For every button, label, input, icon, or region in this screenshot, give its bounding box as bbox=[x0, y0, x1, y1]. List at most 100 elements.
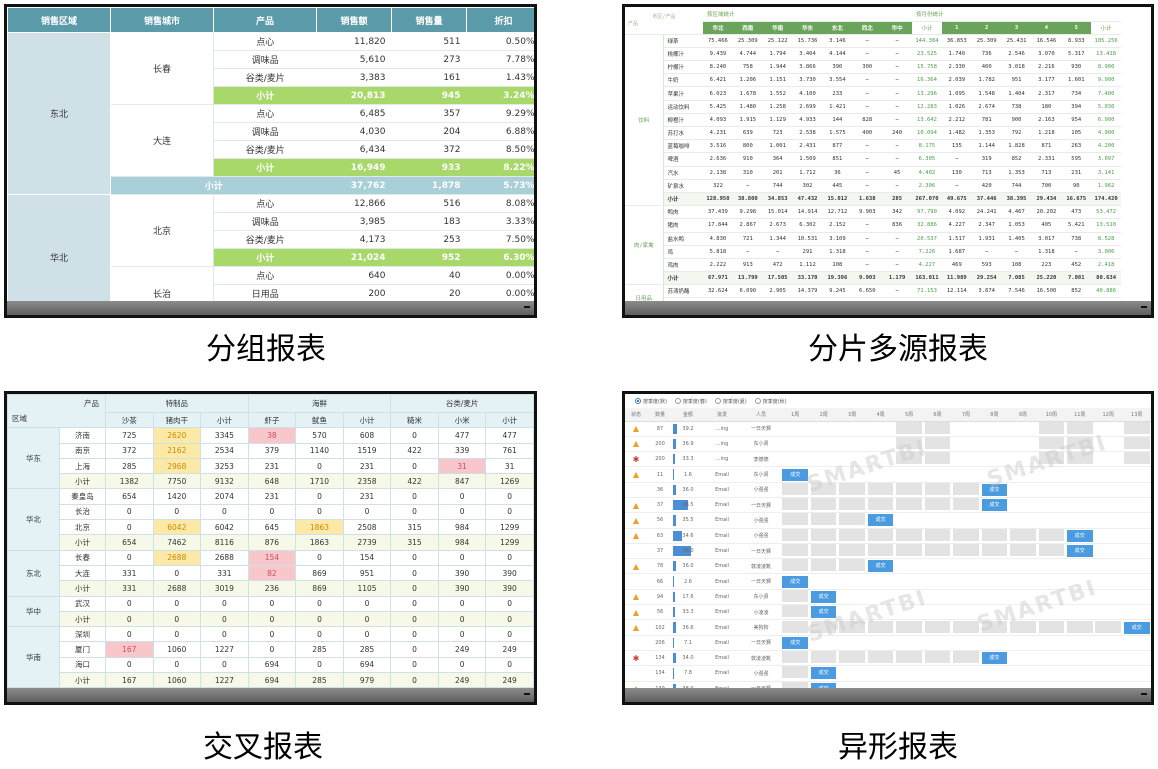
subtotal-cell: 163.011 bbox=[912, 271, 942, 286]
subtotal-cell: 0 bbox=[485, 610, 534, 628]
subtotal-label: 小计 bbox=[59, 610, 106, 628]
column-header[interactable]: 9周 bbox=[1008, 408, 1038, 422]
radio-option[interactable]: 按季度(春) bbox=[674, 398, 707, 405]
deal-badge[interactable]: 成交 bbox=[810, 667, 837, 680]
deal-badge[interactable]: 成交 bbox=[981, 483, 1008, 496]
column-header[interactable]: 1周 bbox=[781, 408, 810, 422]
irregular-report-panel[interactable]: 按季度(默) 按季度(春) 按季度(夏) 按季度(秋) 状态 数量 金额 批发 人员 1周 2周 3… bbox=[622, 391, 1154, 705]
value-cell: 3.516 bbox=[703, 139, 733, 154]
value-cell: 0 bbox=[485, 626, 534, 643]
column-header[interactable]: 虾子 bbox=[247, 411, 297, 429]
deal-badge[interactable]: 成交 bbox=[1066, 529, 1093, 542]
deal-badge[interactable]: 成交 bbox=[1066, 545, 1093, 558]
column-header[interactable]: 鱿鱼 bbox=[295, 411, 344, 429]
subtotal-row: 小计 654 7462 8116 876 1863 2739 315 984 1299 bbox=[8, 534, 534, 551]
amount-label: 36.0 bbox=[682, 548, 694, 555]
deal-badge[interactable]: 成交 bbox=[782, 636, 809, 649]
product-cell: 鸡 bbox=[663, 245, 704, 259]
column-header[interactable]: 小米 bbox=[437, 411, 487, 429]
column-header[interactable]: 8周 bbox=[980, 408, 1009, 422]
value-cell: − bbox=[882, 113, 913, 128]
amount-cell: 36.0 bbox=[673, 558, 703, 575]
column-header[interactable]: 5周 bbox=[894, 408, 924, 422]
cross-report-panel[interactable]: 产品 区域 特制品 海鲜 谷类/麦片 沙茶 猪肉干 小计 虾子 鱿鱼 小计 糙米 小米 小计 华东 济南 72… bbox=[4, 391, 537, 705]
week-cell bbox=[923, 451, 952, 468]
radio-option[interactable]: 按季度(夏) bbox=[714, 398, 747, 405]
deal-badge[interactable]: 成交 bbox=[810, 606, 837, 619]
column-header[interactable]: 13周 bbox=[1122, 408, 1151, 422]
scroll-handle-icon[interactable] bbox=[1141, 306, 1147, 308]
column-header[interactable]: 金额 bbox=[673, 408, 703, 422]
column-header[interactable]: 小计 bbox=[485, 411, 534, 429]
week-cell bbox=[1122, 497, 1151, 514]
scroll-handle-icon[interactable] bbox=[524, 306, 530, 308]
column-header[interactable]: 销售额 bbox=[316, 7, 392, 33]
value-cell: 477 bbox=[485, 427, 534, 444]
column-header[interactable]: 销售城市 bbox=[110, 7, 214, 33]
column-header[interactable]: 10周 bbox=[1037, 408, 1066, 422]
caption-sliced-report: 分片多源报表 bbox=[808, 332, 988, 367]
value-cell: 1.687 bbox=[941, 245, 972, 259]
value-cell: 4.092 bbox=[941, 205, 972, 220]
region-header: 东北 bbox=[822, 21, 853, 35]
deal-badge[interactable]: 成交 bbox=[810, 590, 837, 603]
deal-badge[interactable]: 成交 bbox=[782, 575, 809, 588]
deal-badge[interactable]: 成交 bbox=[981, 499, 1008, 512]
column-header[interactable]: 猪肉干 bbox=[152, 411, 202, 429]
status-cell: ▲ bbox=[625, 619, 647, 636]
column-header[interactable]: 3周 bbox=[837, 408, 867, 422]
deal-badge[interactable]: 成交 bbox=[1123, 621, 1150, 634]
scrollbar[interactable] bbox=[625, 301, 1151, 315]
value-cell: 16.500 bbox=[1031, 284, 1062, 299]
progress-block bbox=[810, 498, 837, 511]
column-header[interactable]: 产品 bbox=[213, 7, 317, 33]
column-header[interactable]: 11周 bbox=[1065, 408, 1094, 422]
deal-badge[interactable]: 成交 bbox=[981, 652, 1008, 665]
value-cell: 0 bbox=[152, 595, 202, 612]
value-cell: − bbox=[882, 245, 913, 259]
week-cell bbox=[1037, 619, 1066, 636]
column-header[interactable]: 数量 bbox=[647, 408, 673, 422]
product-cell: 鸡肉 bbox=[663, 258, 704, 273]
column-header[interactable]: 批发 bbox=[703, 408, 741, 422]
sliced-report-panel[interactable]: 地区/产品 产品 按区域统计 按月份统计 华北 西南 华南 华东 东北 西北 华中 小计 1 2 3 4 5 小计… bbox=[622, 4, 1154, 318]
value-cell: 0 bbox=[437, 626, 487, 643]
week-cell bbox=[923, 528, 952, 544]
column-header[interactable]: 销售量 bbox=[391, 7, 467, 33]
week-cell bbox=[1037, 604, 1066, 621]
column-header[interactable]: 折扣 bbox=[466, 7, 534, 33]
radio-option[interactable]: 按季度(默) bbox=[635, 398, 667, 405]
scrollbar[interactable] bbox=[625, 688, 1151, 702]
column-header[interactable]: 4周 bbox=[866, 408, 895, 422]
deal-badge[interactable]: 成交 bbox=[867, 514, 894, 527]
value-cell: 951 bbox=[342, 564, 392, 582]
scrollbar[interactable] bbox=[7, 301, 534, 315]
scroll-handle-icon[interactable] bbox=[1141, 693, 1147, 695]
column-header[interactable]: 人员 bbox=[741, 408, 781, 422]
scroll-handle-icon[interactable] bbox=[524, 693, 530, 695]
column-header[interactable]: 销售区域 bbox=[7, 7, 111, 33]
radio-option[interactable]: 按季度(秋) bbox=[754, 398, 787, 405]
value-cell: 5.030 bbox=[1091, 100, 1122, 114]
scrollbar[interactable] bbox=[7, 688, 534, 702]
column-header[interactable]: 状态 bbox=[625, 408, 647, 422]
column-header[interactable]: 7周 bbox=[951, 408, 981, 422]
column-header[interactable]: 沙茶 bbox=[105, 411, 154, 429]
deal-badge[interactable]: 成交 bbox=[782, 468, 809, 481]
value-cell: 694 bbox=[342, 656, 392, 674]
column-header[interactable]: 小计 bbox=[200, 411, 249, 429]
amount-label: 39.2 bbox=[682, 425, 694, 432]
deal-badge[interactable]: 成交 bbox=[867, 560, 894, 573]
column-header[interactable]: 2周 bbox=[809, 408, 838, 422]
column-header[interactable]: 糙米 bbox=[390, 411, 439, 429]
week-cell bbox=[809, 482, 838, 498]
week-cell bbox=[866, 573, 895, 590]
grouped-report-panel[interactable]: 销售区域 销售城市 产品 销售额 销售量 折扣 东北 长春 点心 11,820 511 0.50% 调… bbox=[4, 4, 537, 318]
radio-group[interactable]: 按季度(默) 按季度(春) 按季度(夏) 按季度(秋) bbox=[625, 394, 1151, 408]
table-row: 啤酒 2.636 910 364 1.509 851− −6.305−319 852 2.331… bbox=[625, 152, 1151, 167]
column-header[interactable]: 6周 bbox=[923, 408, 952, 422]
value-cell: 390 bbox=[822, 60, 853, 75]
value-cell: 5.425 bbox=[703, 100, 733, 114]
column-header[interactable]: 小计 bbox=[342, 411, 392, 429]
column-header[interactable]: 12周 bbox=[1093, 408, 1123, 422]
